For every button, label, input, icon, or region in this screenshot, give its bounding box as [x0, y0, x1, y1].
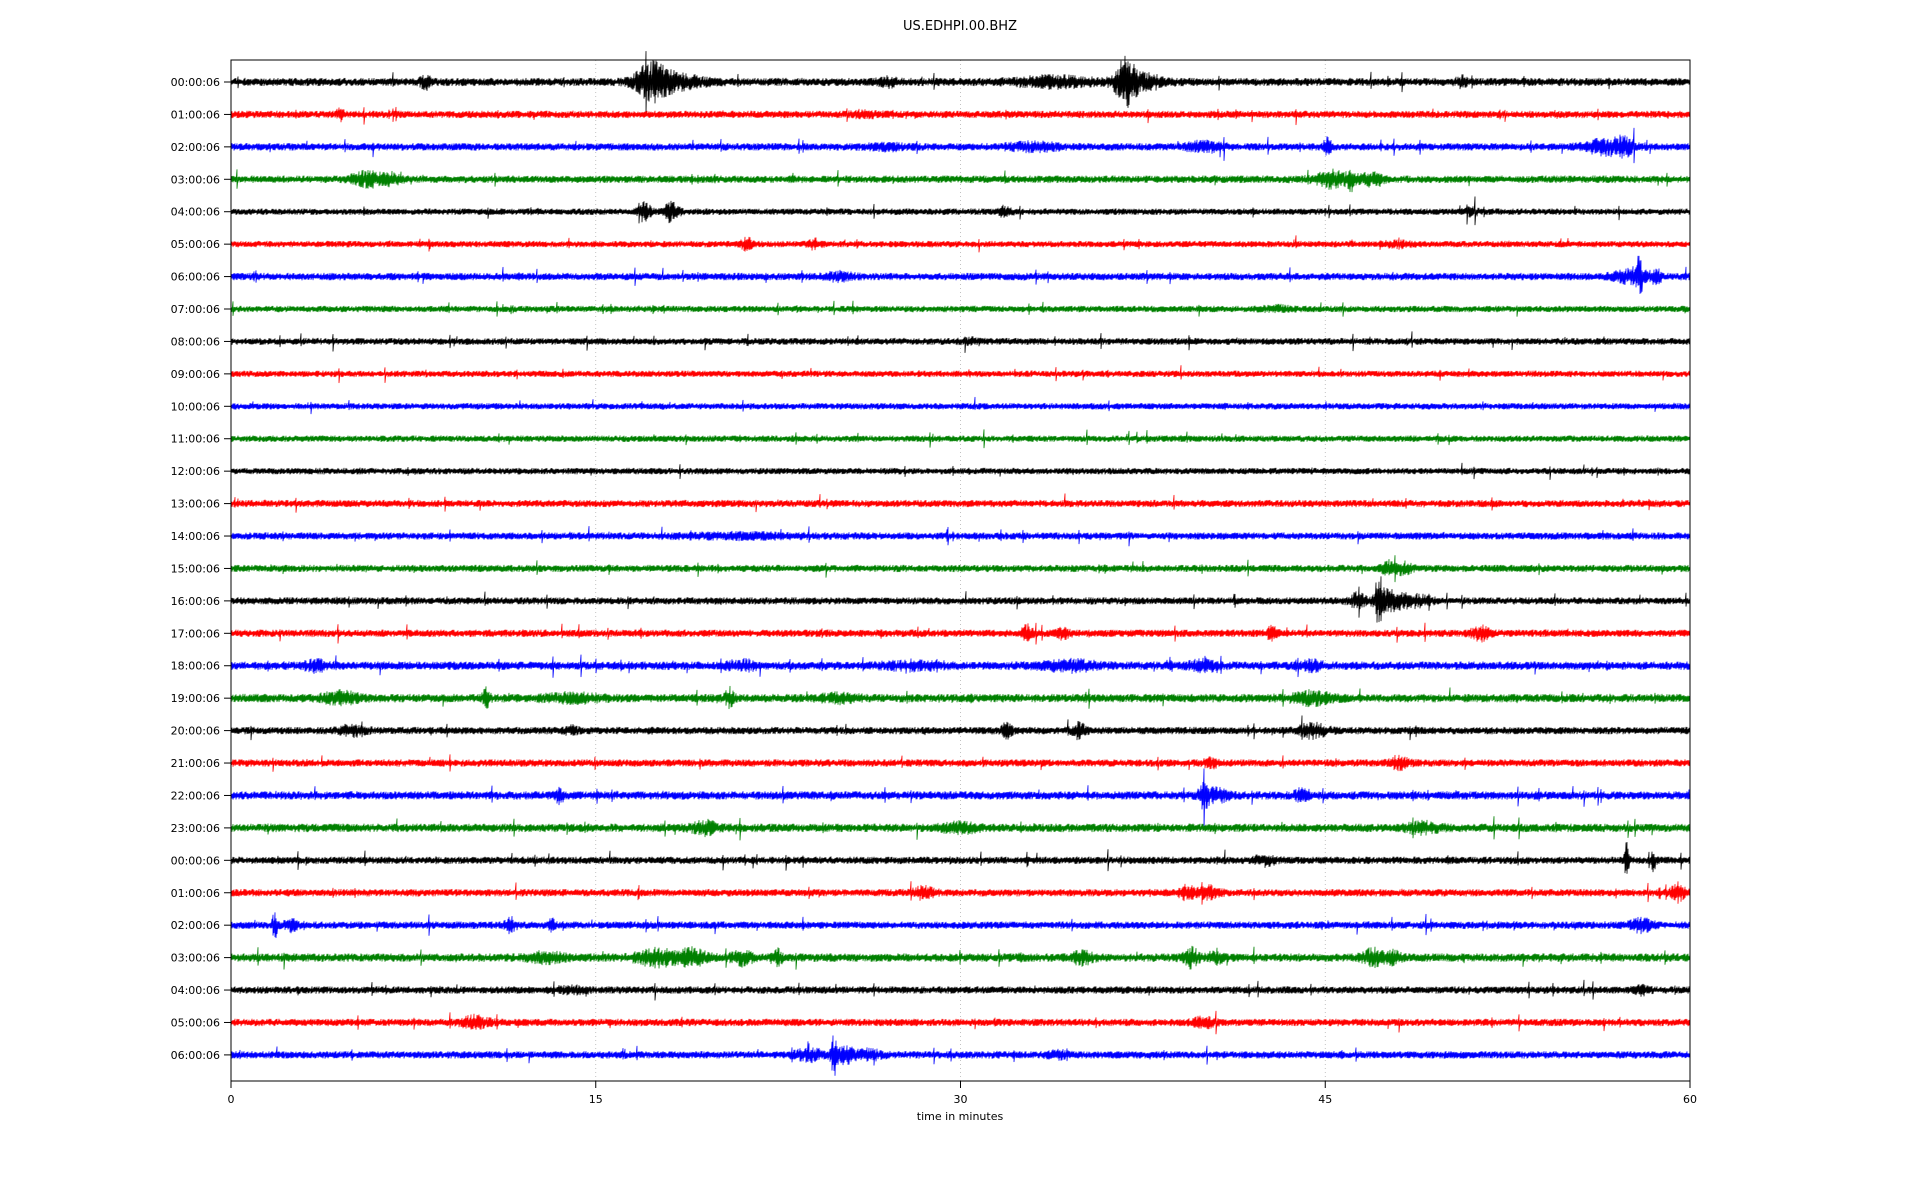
y-tick-label-15: 15:00:06 — [171, 562, 220, 575]
y-tick-label-9: 09:00:06 — [171, 368, 220, 381]
trace-row-10 — [230, 396, 1691, 415]
trace-row-21 — [230, 754, 1691, 772]
trace-row-16 — [230, 576, 1691, 623]
y-tick-label-7: 07:00:06 — [171, 303, 220, 316]
trace-row-29 — [230, 1010, 1691, 1035]
trace-row-7 — [230, 300, 1691, 317]
trace-row-12 — [230, 462, 1691, 480]
x-tick-label-0: 0 — [228, 1093, 235, 1106]
trace-row-14 — [230, 526, 1691, 547]
trace-row-15 — [230, 555, 1691, 583]
trace-row-0 — [230, 51, 1691, 114]
trace-row-28 — [230, 979, 1691, 1001]
trace-row-27 — [230, 945, 1691, 970]
trace-row-23 — [230, 816, 1691, 841]
trace-row-2 — [230, 127, 1691, 164]
trace-row-9 — [230, 365, 1691, 384]
trace-row-25 — [230, 881, 1691, 905]
y-axis-ticks: 00:00:06 01:00:06 02:00:06 03:00:06 04:00:06… — [171, 76, 231, 1062]
y-tick-label-22: 22:00:06 — [171, 789, 220, 802]
x-tick-label-45: 45 — [1318, 1093, 1332, 1106]
trace-row-24 — [230, 842, 1691, 874]
y-tick-label-30: 06:00:06 — [171, 1049, 220, 1062]
y-tick-label-4: 04:00:06 — [171, 206, 220, 219]
trace-row-4 — [230, 196, 1691, 226]
y-tick-label-26: 02:00:06 — [171, 919, 220, 932]
y-tick-label-3: 03:00:06 — [171, 173, 220, 186]
y-tick-label-10: 10:00:06 — [171, 400, 220, 413]
trace-group — [230, 51, 1691, 1076]
y-tick-label-20: 20:00:06 — [171, 725, 220, 738]
figure-title: US.EDHPI.00.BHZ — [903, 19, 1017, 34]
plot-border — [230, 59, 1691, 1082]
y-tick-label-2: 02:00:06 — [171, 141, 220, 154]
y-tick-label-28: 04:00:06 — [171, 984, 220, 997]
y-tick-label-17: 17:00:06 — [171, 627, 220, 640]
x-tick-label-30: 30 — [954, 1093, 968, 1106]
y-tick-label-13: 13:00:06 — [171, 498, 220, 511]
y-tick-label-16: 16:00:06 — [171, 595, 220, 608]
y-tick-label-25: 01:00:06 — [171, 887, 220, 900]
x-tick-label-15: 15 — [589, 1093, 603, 1106]
trace-row-3 — [230, 168, 1691, 193]
trace-row-18 — [230, 654, 1691, 678]
y-tick-label-5: 05:00:06 — [171, 238, 220, 251]
trace-row-11 — [230, 429, 1691, 449]
trace-row-22 — [230, 768, 1691, 830]
y-tick-label-21: 21:00:06 — [171, 757, 220, 770]
trace-row-26 — [230, 912, 1691, 939]
trace-row-5 — [230, 235, 1691, 253]
trace-row-1 — [230, 106, 1691, 126]
y-tick-label-6: 06:00:06 — [171, 271, 220, 284]
y-tick-label-12: 12:00:06 — [171, 465, 220, 478]
trace-row-19 — [230, 685, 1691, 710]
trace-row-30 — [230, 1035, 1691, 1076]
trace-row-17 — [230, 622, 1691, 645]
y-tick-label-8: 08:00:06 — [171, 335, 220, 348]
y-tick-label-24: 00:00:06 — [171, 854, 220, 867]
y-tick-label-27: 03:00:06 — [171, 952, 220, 965]
trace-row-20 — [230, 715, 1691, 741]
y-tick-label-23: 23:00:06 — [171, 822, 220, 835]
x-tick-label-60: 60 — [1683, 1093, 1697, 1106]
y-tick-label-0: 00:00:06 — [171, 76, 220, 89]
y-tick-label-18: 18:00:06 — [171, 660, 220, 673]
y-tick-label-14: 14:00:06 — [171, 530, 220, 543]
x-axis-label: time in minutes — [917, 1110, 1004, 1123]
y-tick-label-11: 11:00:06 — [171, 433, 220, 446]
trace-row-8 — [230, 331, 1691, 353]
y-tick-label-1: 01:00:06 — [171, 108, 220, 121]
y-tick-label-19: 19:00:06 — [171, 692, 220, 705]
y-tick-label-29: 05:00:06 — [171, 1016, 220, 1029]
x-axis-ticks: 0 15 30 45 60 — [228, 1081, 1697, 1106]
trace-row-13 — [230, 493, 1691, 513]
trace-row-6 — [230, 255, 1691, 294]
